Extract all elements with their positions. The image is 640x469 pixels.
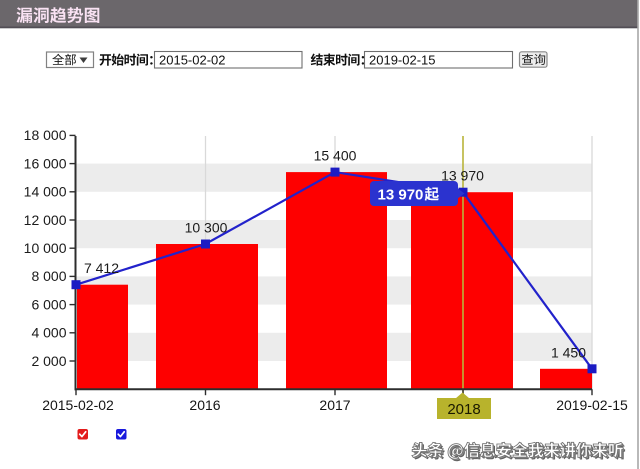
svg-text:12 000: 12 000 [24, 212, 67, 228]
svg-text:2019-02-15: 2019-02-15 [556, 397, 628, 413]
svg-text:10 300: 10 300 [185, 220, 228, 236]
svg-text:18 000: 18 000 [24, 127, 67, 143]
svg-text:4 000: 4 000 [31, 325, 66, 341]
svg-text:2015-02-02: 2015-02-02 [159, 52, 226, 67]
svg-text:2018: 2018 [447, 401, 480, 418]
svg-text:2015-02-02: 2015-02-02 [42, 397, 114, 413]
svg-text:2019-02-15: 2019-02-15 [369, 52, 436, 67]
svg-text:2017: 2017 [319, 397, 350, 413]
svg-text:10 000: 10 000 [24, 240, 67, 256]
svg-text:6 000: 6 000 [31, 296, 66, 312]
svg-text:16 000: 16 000 [24, 155, 67, 171]
svg-text:7 412: 7 412 [84, 260, 119, 276]
svg-text:2 000: 2 000 [31, 353, 66, 369]
svg-text:15 400: 15 400 [314, 148, 357, 164]
svg-text:14 000: 14 000 [24, 184, 67, 200]
svg-text:13 970: 13 970 [378, 186, 424, 203]
svg-text:8 000: 8 000 [31, 268, 66, 284]
svg-text:1 450: 1 450 [551, 344, 586, 360]
svg-text:2016: 2016 [189, 397, 220, 413]
svg-text:13 970: 13 970 [441, 168, 484, 184]
